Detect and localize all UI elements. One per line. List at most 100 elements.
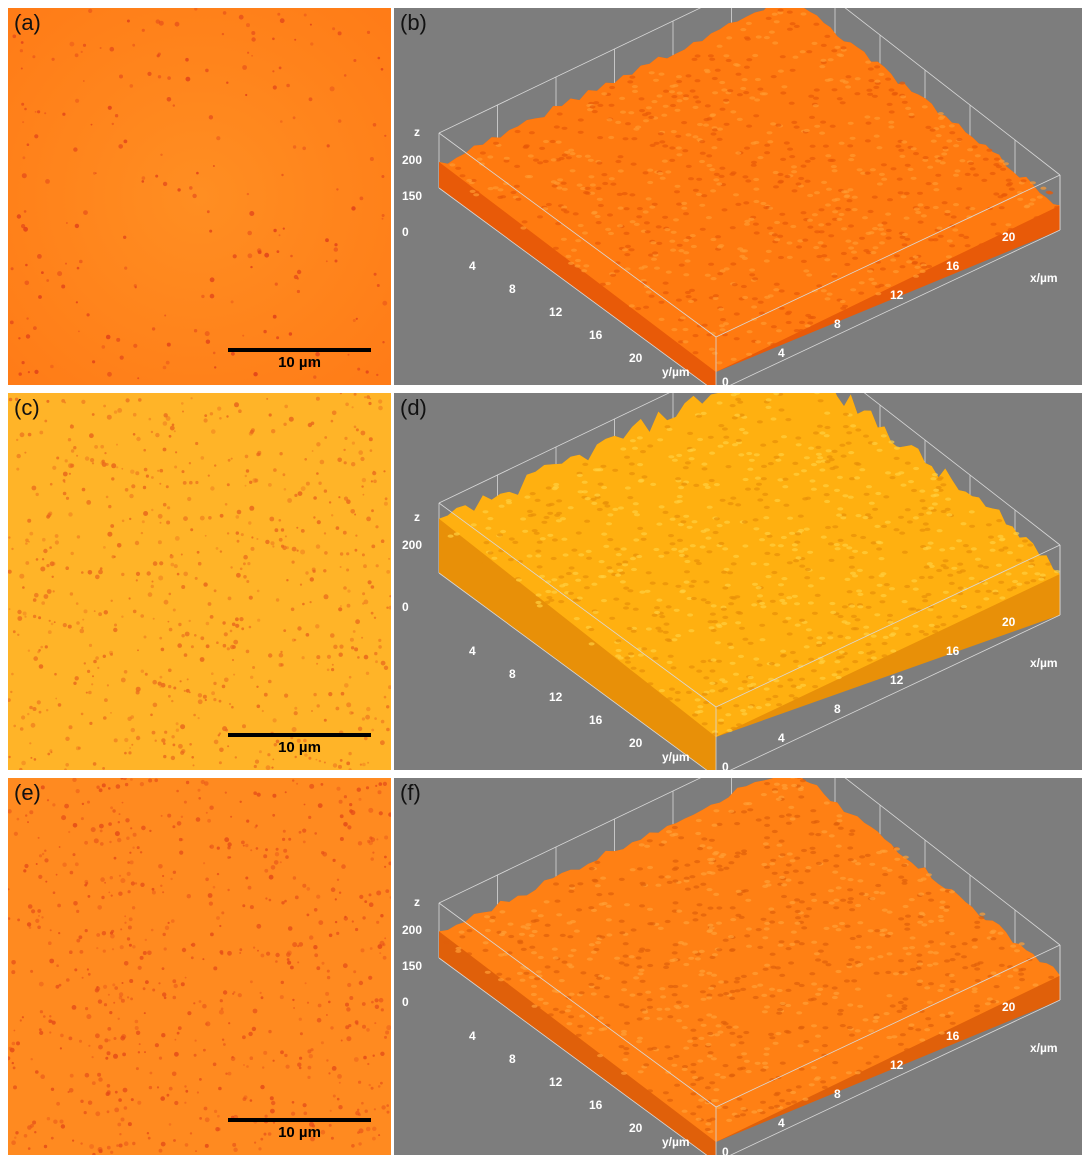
surface-texture (832, 465, 839, 469)
surface-texture (698, 949, 705, 953)
surface-texture (864, 853, 871, 857)
surface-texture (927, 608, 934, 612)
micrograph-particle (354, 513, 357, 516)
surface-texture (588, 943, 595, 947)
micrograph-particle (348, 751, 352, 756)
surface-texture (711, 953, 718, 957)
micrograph-particle (41, 601, 45, 605)
micrograph-particle (58, 983, 62, 987)
micrograph-particle (243, 562, 246, 566)
micrograph-particle (109, 1011, 113, 1015)
surface-texture (685, 295, 692, 299)
surface-texture (730, 357, 737, 361)
surface-texture (524, 495, 531, 499)
surface-texture (822, 1026, 829, 1030)
surface-texture (782, 477, 789, 481)
micrograph-particle (354, 548, 358, 552)
surface-texture (909, 946, 916, 950)
surface-texture (868, 277, 875, 281)
micrograph-particle (14, 397, 19, 401)
surface-texture (927, 605, 934, 609)
surface-texture (597, 103, 604, 107)
surface-texture (561, 126, 568, 130)
surface-texture (925, 873, 932, 877)
surface-texture (718, 307, 725, 311)
surface-texture (503, 159, 510, 163)
surface-texture (706, 996, 713, 1000)
micrograph-particle (365, 370, 369, 374)
micrograph-particle (326, 144, 330, 148)
micrograph-particle (64, 803, 69, 809)
surface-texture (990, 937, 997, 941)
surface-texture (545, 486, 552, 490)
surface-texture (899, 1033, 906, 1037)
surface-texture (631, 567, 637, 572)
micrograph-particle (185, 76, 191, 82)
surface-texture (608, 177, 615, 181)
surface-texture (939, 161, 946, 165)
micrograph-image-a (8, 8, 391, 385)
surface-texture (870, 541, 877, 545)
surface-texture (920, 877, 927, 881)
micrograph-particle (310, 1048, 314, 1052)
surface-texture (867, 209, 874, 214)
micrograph-particle (44, 858, 49, 863)
surface-texture (624, 1021, 630, 1025)
surface-texture (971, 145, 978, 149)
micrograph-particle (100, 842, 104, 846)
micrograph-particle (34, 111, 37, 113)
surface-texture (482, 948, 489, 952)
micrograph-particle (216, 641, 219, 644)
micrograph-particle (39, 1010, 43, 1014)
micrograph-particle (344, 683, 349, 688)
micrograph-particle (113, 627, 118, 633)
surface-texture (901, 100, 908, 104)
micrograph-particle (202, 1003, 207, 1009)
surface-texture (692, 713, 698, 717)
micrograph-particle (68, 1088, 74, 1093)
surface-texture (937, 914, 944, 919)
surface-texture (601, 599, 607, 603)
surface-texture (692, 950, 699, 954)
micrograph-particle (23, 869, 27, 873)
surface-texture (779, 55, 786, 59)
micrograph-particle (247, 562, 251, 566)
surface-texture (876, 583, 883, 587)
micrograph-particle (190, 645, 194, 649)
surface-texture (554, 181, 560, 185)
micrograph-particle (103, 404, 106, 408)
micrograph-particle (227, 846, 231, 850)
surface-texture (507, 922, 514, 926)
micrograph-particle (334, 259, 338, 263)
surface-texture (872, 1019, 879, 1023)
micrograph-particle (351, 206, 356, 211)
micrograph-particle (343, 496, 349, 501)
surface-texture (655, 626, 662, 630)
micrograph-particle (137, 649, 139, 652)
micrograph-particle (326, 668, 330, 672)
surface-plot-panel-b: z 200 150 0 4 8 12 16 20 y/µm 0 4 8 12 16 20 x/µm (b) (394, 8, 1082, 385)
micrograph-particle (309, 23, 312, 26)
surface-texture (803, 527, 810, 531)
micrograph-particle (10, 267, 14, 271)
micrograph-particle (72, 778, 77, 782)
micrograph-particle (332, 858, 336, 862)
surface-texture (764, 823, 771, 827)
surface-texture (849, 153, 856, 158)
surface-texture (601, 485, 608, 490)
surface-texture (722, 441, 729, 445)
micrograph-particle (239, 567, 243, 571)
surface-texture (771, 829, 778, 834)
micrograph-particle (273, 743, 277, 747)
surface-texture (840, 898, 847, 902)
surface-texture (935, 159, 941, 163)
surface-texture (555, 158, 562, 162)
micrograph-particle (321, 851, 325, 855)
micrograph-particle (135, 571, 141, 576)
surface-texture (793, 125, 800, 129)
micrograph-particle (362, 602, 365, 605)
surface-texture (833, 864, 840, 868)
surface-texture (667, 1015, 674, 1019)
micrograph-particle (380, 1081, 383, 1085)
micrograph-particle (382, 300, 388, 306)
